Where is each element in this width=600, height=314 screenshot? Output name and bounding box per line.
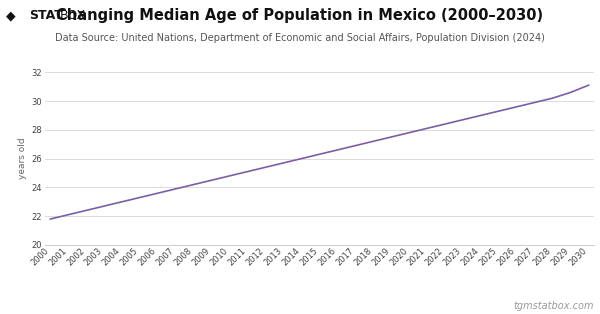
Text: BOX: BOX — [60, 9, 86, 22]
Text: STAT: STAT — [29, 9, 62, 22]
Text: Data Source: United Nations, Department of Economic and Social Affairs, Populati: Data Source: United Nations, Department … — [55, 33, 545, 43]
Text: Changing Median Age of Population in Mexico (2000–2030): Changing Median Age of Population in Mex… — [56, 8, 544, 23]
Y-axis label: years old: years old — [19, 138, 28, 179]
Text: ◆: ◆ — [6, 9, 16, 22]
Text: tgmstatbox.com: tgmstatbox.com — [514, 301, 594, 311]
